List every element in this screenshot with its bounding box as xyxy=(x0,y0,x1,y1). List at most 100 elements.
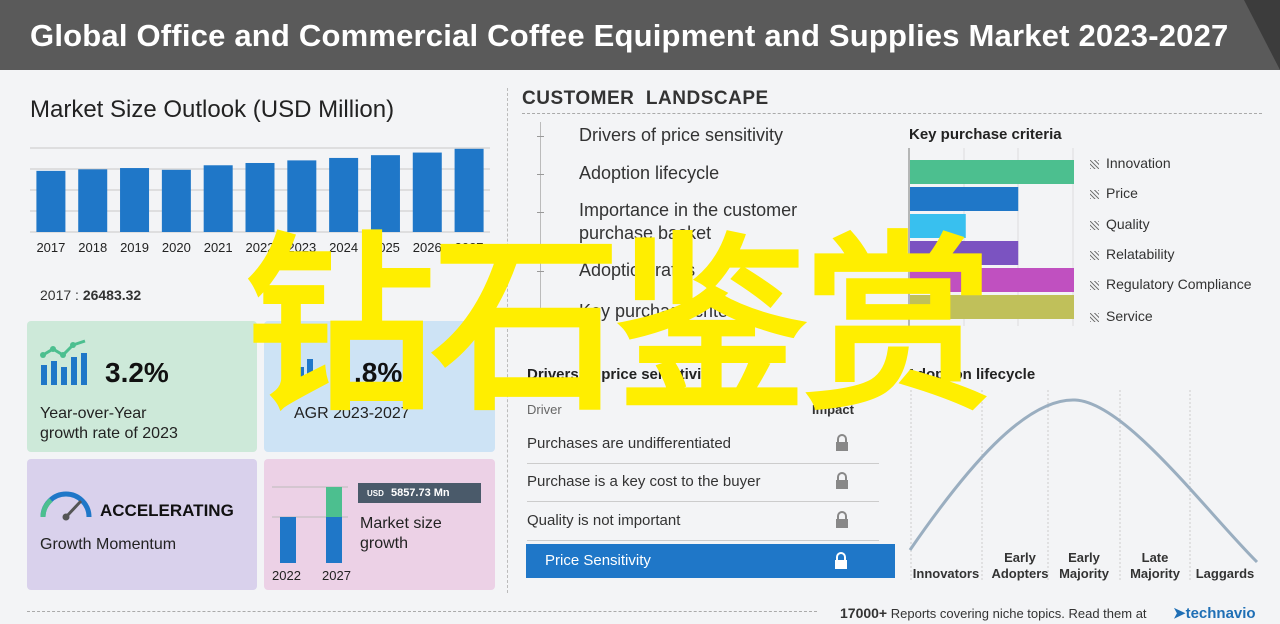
size-label-1: Market size xyxy=(360,515,442,532)
size-badge-unit: USD xyxy=(367,489,384,498)
kpc-legend-item: Service xyxy=(1090,308,1153,324)
watermark-text: 钻石鉴赏 xyxy=(245,216,993,437)
customer-divider xyxy=(522,113,1262,114)
customer-item[interactable]: Adoption rates xyxy=(579,260,696,280)
footer-count: 17000+ xyxy=(840,605,888,621)
x-tick-label: 2020 xyxy=(161,240,191,255)
lock-icon xyxy=(835,552,847,569)
section-divider xyxy=(507,88,508,593)
size-year-start: 2022 xyxy=(272,568,301,583)
adoption-title: Adoption lifecycle xyxy=(906,366,1036,383)
kpc-bar-service xyxy=(910,295,1074,319)
list-dot xyxy=(537,212,544,213)
list-dot xyxy=(537,136,544,137)
size-growth-mini-chart xyxy=(272,486,348,563)
x-tick-label: 2024 xyxy=(329,240,359,255)
stage-label: Early Majority xyxy=(1059,550,1109,581)
yoy-label-2: growth rate of 2023 xyxy=(40,425,178,442)
bar-2019 xyxy=(120,168,150,232)
footer-divider xyxy=(27,611,817,612)
stage-label: Laggards xyxy=(1195,566,1255,581)
kpc-legend-item: Relatability xyxy=(1090,246,1174,262)
kpc-bar-quality xyxy=(910,214,966,238)
driver-row[interactable]: Purchase is a key cost to the buyer xyxy=(527,464,879,502)
base-year-label: 2017 : xyxy=(40,287,79,303)
x-tick-label: 2026 xyxy=(412,240,442,255)
page-title: Global Office and Commercial Coffee Equi… xyxy=(30,18,1229,53)
list-dot xyxy=(537,271,544,272)
kpc-bar-relatability xyxy=(910,241,1019,265)
x-tick-label: 2023 xyxy=(287,240,317,255)
x-tick-label: 2025 xyxy=(370,240,400,255)
yoy-card: 3.2% Year-over-Year growth rate of 2023 xyxy=(27,321,257,452)
bar-2024 xyxy=(329,157,359,232)
momentum-card: ACCELERATING Growth Momentum xyxy=(27,459,257,590)
kpc-bar-chart xyxy=(908,148,1074,326)
x-tick-label: 2018 xyxy=(78,240,108,255)
lock-icon xyxy=(836,511,848,528)
cagr-label: AGR 2023-2027 xyxy=(294,405,410,422)
base-year-value: 2017 : 26483.32 xyxy=(40,287,141,303)
stage-label: Early Adopters xyxy=(991,550,1049,581)
bar-2027 xyxy=(454,148,484,232)
bar-icon xyxy=(298,359,313,387)
customer-item[interactable]: purchase basket xyxy=(579,223,712,243)
drivers-head-impact: Impact xyxy=(812,402,854,417)
size-badge-value: 5857.73 Mn xyxy=(390,487,450,499)
kpc-legend-item: Regulatory Compliance xyxy=(1090,276,1252,292)
stage-label: Late Majority xyxy=(1130,550,1180,581)
adoption-curve-chart xyxy=(908,390,1259,582)
bar-2022 xyxy=(245,162,275,232)
size-label-2: growth xyxy=(360,535,409,552)
market-size-bar-chart xyxy=(30,147,490,233)
customer-item[interactable]: Adoption lifecycle xyxy=(579,163,720,183)
kpc-bar-regulatory-compliance xyxy=(910,268,1074,292)
technavio-logo[interactable]: ➤technavio xyxy=(1173,605,1256,622)
kpc-title: Key purchase criteria xyxy=(909,126,1062,143)
growth-chart-icon xyxy=(40,339,87,385)
outlook-title: Market Size Outlook (USD Million) xyxy=(30,96,395,123)
bar-2025 xyxy=(370,155,400,232)
kpc-bar-innovation xyxy=(910,160,1074,184)
price-sensitivity-row[interactable]: Price Sensitivity xyxy=(526,544,895,578)
market-size-card: 2022 2027 USD 5857.73 Mn Market size gro… xyxy=(264,459,495,590)
bar-2026 xyxy=(412,152,442,232)
footer-text: 17000+ Reports covering niche topics. Re… xyxy=(840,605,1147,621)
customer-item[interactable]: Drivers of price sensitivity xyxy=(579,125,784,145)
list-dot xyxy=(537,174,544,175)
footer-caption: Reports covering niche topics. Read them… xyxy=(890,606,1147,621)
driver-row[interactable]: Purchases are undifferentiated xyxy=(527,426,879,464)
x-tick-label: 2021 xyxy=(203,240,233,255)
base-year-number: 26483.32 xyxy=(82,287,142,303)
bar-2023 xyxy=(287,160,317,232)
kpc-legend-item: Quality xyxy=(1090,216,1150,232)
kpc-legend-item: Price xyxy=(1090,185,1138,201)
size-badge: USD 5857.73 Mn xyxy=(358,483,481,503)
x-tick-label: 2027 xyxy=(454,240,484,255)
cagr-value: .8% xyxy=(354,357,403,388)
bar-2020 xyxy=(161,169,191,232)
x-tick-label: 2019 xyxy=(120,240,149,255)
momentum-value: ACCELERATING xyxy=(100,501,234,520)
stage-label: Innovators xyxy=(912,566,980,581)
drivers-title: Drivers of price sensitivity xyxy=(527,366,715,383)
kpc-legend-item: Innovation xyxy=(1090,155,1171,171)
bar-2017 xyxy=(36,170,66,232)
customer-landscape-title: CUSTOMER LANDSCAPE xyxy=(522,88,769,109)
yoy-label-1: Year-over-Year xyxy=(40,405,147,422)
bar-2021 xyxy=(203,165,233,232)
speedometer-icon xyxy=(40,491,92,521)
lock-icon xyxy=(836,472,848,489)
size-year-end: 2027 xyxy=(322,568,351,583)
driver-row[interactable]: Quality is not important xyxy=(527,503,879,541)
customer-item[interactable]: Importance in the customer xyxy=(579,200,798,220)
x-tick-label: 2017 xyxy=(36,240,66,255)
customer-item[interactable]: Key purchase criteria xyxy=(579,301,749,321)
drivers-head-driver: Driver xyxy=(527,402,562,417)
customer-list-rail xyxy=(540,122,541,327)
list-dot xyxy=(537,312,544,313)
lock-icon xyxy=(836,434,848,451)
x-tick-label: 2022 xyxy=(245,240,275,255)
cagr-card: .8% AGR 2023-2027 xyxy=(264,321,495,452)
yoy-value: 3.2% xyxy=(105,357,169,388)
